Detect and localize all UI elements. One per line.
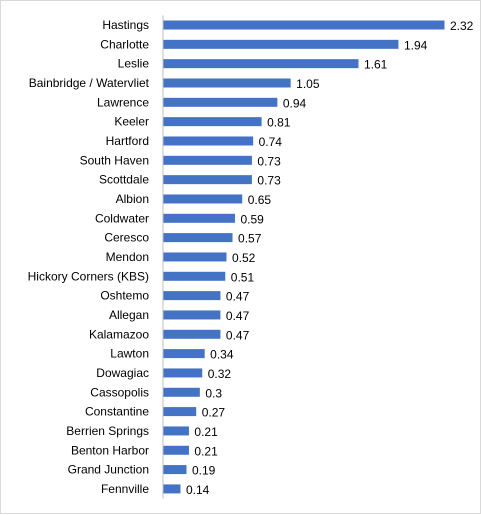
- category-label: Bainbridge / Watervliet: [29, 76, 150, 90]
- category-label: Mendon: [106, 250, 149, 264]
- value-label: 0.94: [283, 96, 307, 110]
- bars-group: Hastings 2.32 Charlotte 1.94 Leslie 1.61 Bainb…: [28, 18, 474, 497]
- value-label: 0.57: [238, 232, 262, 246]
- bar: [163, 329, 221, 339]
- category-label: Fennville: [101, 482, 149, 496]
- bar: [163, 213, 235, 223]
- bar: [163, 233, 233, 243]
- bar: [163, 310, 221, 320]
- value-label: 0.59: [240, 212, 264, 226]
- bar: [163, 39, 399, 49]
- bar: [163, 387, 200, 397]
- bar: [163, 407, 197, 417]
- value-label: 1.94: [404, 38, 428, 52]
- bar: [163, 291, 221, 301]
- bar: [163, 349, 205, 359]
- value-label: 0.47: [226, 309, 250, 323]
- value-label: 0.3: [205, 386, 222, 400]
- category-label: Coldwater: [95, 211, 149, 225]
- category-label: Albion: [116, 192, 149, 206]
- bar: [163, 117, 262, 127]
- category-label: Lawrence: [97, 95, 149, 109]
- value-label: 1.61: [364, 58, 388, 72]
- value-label: 0.73: [257, 174, 281, 188]
- category-label: Berrien Springs: [66, 424, 149, 438]
- bar: [163, 59, 359, 69]
- bar: [163, 194, 243, 204]
- value-label: 1.05: [296, 77, 320, 91]
- bar: [163, 20, 445, 30]
- bar: [163, 426, 189, 436]
- bar: [163, 484, 181, 494]
- value-label: 0.47: [226, 290, 250, 304]
- value-label: 0.21: [194, 425, 218, 439]
- category-label: Ceresco: [104, 231, 149, 245]
- bar: [163, 175, 252, 185]
- value-label: 0.81: [267, 116, 291, 130]
- category-label: Kalamazoo: [89, 327, 149, 341]
- value-label: 0.27: [202, 406, 226, 420]
- category-label: Constantine: [85, 405, 149, 419]
- category-label: Benton Harbor: [71, 443, 149, 457]
- category-label: Grand Junction: [68, 463, 149, 477]
- bar: [163, 271, 226, 281]
- bar: [163, 136, 254, 146]
- bar: [163, 465, 187, 475]
- value-label: 0.52: [232, 251, 256, 265]
- category-label: South Haven: [80, 153, 149, 167]
- bar: [163, 155, 252, 165]
- value-label: 0.47: [226, 328, 250, 342]
- bar: [163, 252, 227, 262]
- category-label: Cassopolis: [90, 385, 149, 399]
- category-label: Leslie: [118, 57, 150, 71]
- category-label: Charlotte: [100, 37, 149, 51]
- value-label: 0.19: [192, 464, 216, 478]
- value-label: 0.14: [186, 483, 210, 497]
- category-label: Lawton: [110, 347, 149, 361]
- category-label: Hastings: [102, 18, 149, 32]
- bar: [163, 78, 291, 88]
- value-label: 0.34: [210, 348, 234, 362]
- value-label: 0.65: [248, 193, 272, 207]
- category-label: Allegan: [109, 308, 149, 322]
- category-label: Keeler: [114, 115, 149, 129]
- bar: [163, 445, 189, 455]
- bar: [163, 368, 203, 378]
- value-label: 0.21: [194, 444, 218, 458]
- bar: [163, 97, 278, 107]
- category-label: Hartford: [106, 134, 149, 148]
- value-label: 0.32: [208, 367, 232, 381]
- value-label: 0.51: [231, 270, 255, 284]
- category-label: Hickory Corners (KBS): [28, 269, 149, 283]
- category-label: Oshtemo: [100, 289, 149, 303]
- value-label: 0.74: [259, 135, 283, 149]
- category-label: Dowagiac: [96, 366, 149, 380]
- category-label: Scottdale: [99, 173, 149, 187]
- value-label: 0.73: [257, 154, 281, 168]
- value-label: 2.32: [450, 19, 474, 33]
